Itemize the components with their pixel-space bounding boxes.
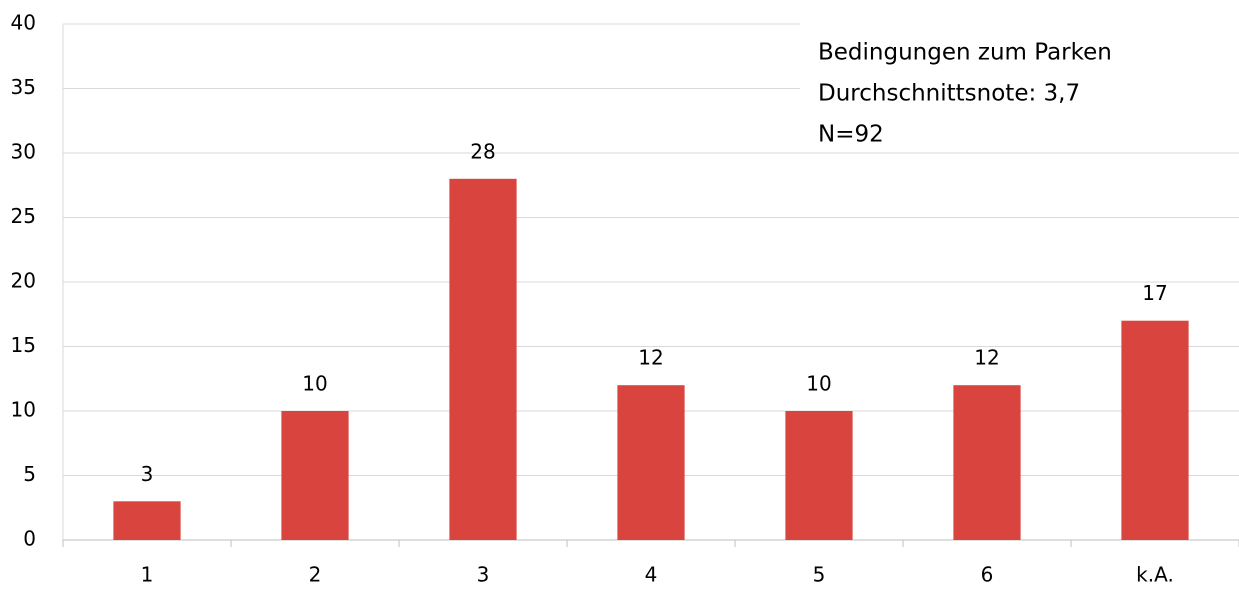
bar	[617, 385, 685, 540]
annotation: Bedingungen zum Parken	[818, 40, 1112, 66]
annotation-box	[800, 0, 1239, 150]
bar	[785, 411, 853, 540]
data-label: 10	[302, 372, 327, 396]
bar	[281, 411, 349, 540]
y-tick-label: 10	[11, 398, 36, 422]
data-label: 17	[1142, 281, 1167, 305]
bar	[449, 178, 517, 541]
x-tick-label: 1	[141, 563, 154, 587]
x-tick-label: 5	[813, 563, 826, 587]
y-tick-label: 5	[23, 462, 36, 486]
bar	[953, 385, 1021, 540]
y-tick-label: 25	[11, 204, 36, 228]
x-tick-label: 6	[981, 563, 994, 587]
data-label: 12	[638, 346, 663, 370]
x-tick-label: 4	[645, 563, 658, 587]
bar	[1121, 320, 1189, 540]
y-tick-label: 30	[11, 140, 36, 164]
bar	[113, 501, 181, 540]
y-tick-label: 20	[11, 269, 36, 293]
y-tick-label: 40	[11, 11, 36, 35]
data-label: 10	[806, 372, 831, 396]
y-tick-label: 15	[11, 333, 36, 357]
data-label: 3	[141, 462, 154, 486]
x-tick-label: 2	[309, 563, 322, 587]
data-label: 28	[470, 139, 495, 163]
y-tick-label: 0	[23, 527, 36, 551]
y-tick-label: 35	[11, 75, 36, 99]
x-tick-label: k.A.	[1136, 563, 1174, 587]
x-tick-label: 3	[477, 563, 490, 587]
annotation: N=92	[818, 122, 884, 148]
annotation: Durchschnittsnote: 3,7	[818, 81, 1080, 107]
data-label: 12	[974, 346, 999, 370]
